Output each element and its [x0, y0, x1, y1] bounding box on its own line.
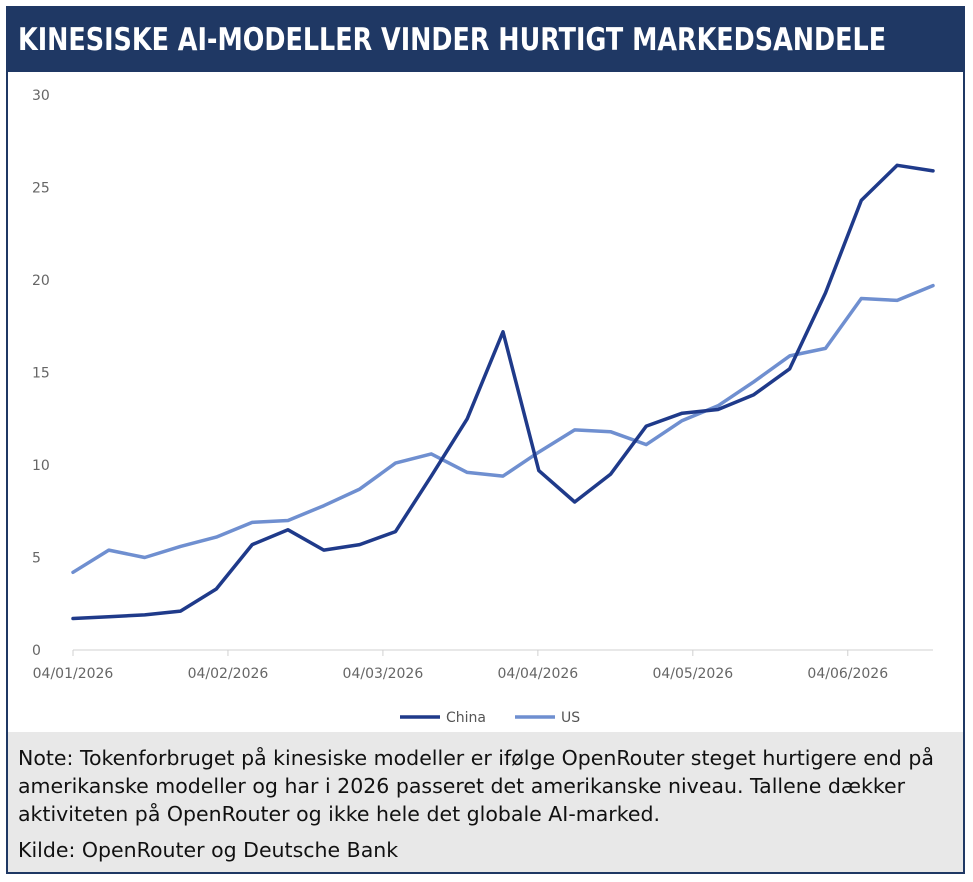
y-tick-label: 5 — [32, 551, 41, 567]
y-tick-label: 15 — [32, 366, 50, 382]
y-tick-label: 10 — [32, 458, 50, 474]
x-tick-label: 04/04/2026 — [498, 666, 579, 682]
y-tick-label: 30 — [32, 88, 50, 104]
y-tick-label: 20 — [32, 273, 50, 289]
note-box: Note: Tokenforbruget på kinesiske modell… — [8, 732, 963, 872]
x-tick-label: 04/05/2026 — [652, 666, 733, 682]
source-text: Kilde: OpenRouter og Deutsche Bank — [18, 838, 399, 862]
x-tick-label: 04/01/2026 — [33, 666, 114, 682]
y-axis: 0 5 10 15 20 25 30 — [32, 88, 50, 659]
line-chart: 0 5 10 15 20 25 30 04/01/2026 04/02/2026 04/03/2… — [32, 88, 935, 726]
y-tick-label: 0 — [32, 643, 41, 659]
x-tick-label: 04/03/2026 — [343, 666, 424, 682]
note-text: Note: Tokenforbruget på kinesiske modell… — [18, 746, 934, 826]
x-tick-label: 04/06/2026 — [807, 666, 888, 682]
x-axis: 04/01/2026 04/02/2026 04/03/2026 04/04/2026… — [33, 649, 933, 682]
legend: China US — [400, 710, 580, 726]
series-lines — [71, 163, 935, 621]
legend-label-china: China — [446, 710, 486, 726]
y-tick-label: 25 — [32, 181, 50, 197]
series-line-china — [71, 163, 935, 621]
series-line-us — [71, 283, 935, 575]
x-tick-label: 04/02/2026 — [188, 666, 269, 682]
chart-title: KINESISKE AI-MODELLER VINDER HURTIGT MAR… — [18, 22, 887, 58]
legend-label-us: US — [561, 710, 580, 726]
chart-title-bar: KINESISKE AI-MODELLER VINDER HURTIGT MAR… — [8, 8, 963, 72]
chart-frame: KINESISKE AI-MODELLER VINDER HURTIGT MAR… — [6, 6, 965, 874]
